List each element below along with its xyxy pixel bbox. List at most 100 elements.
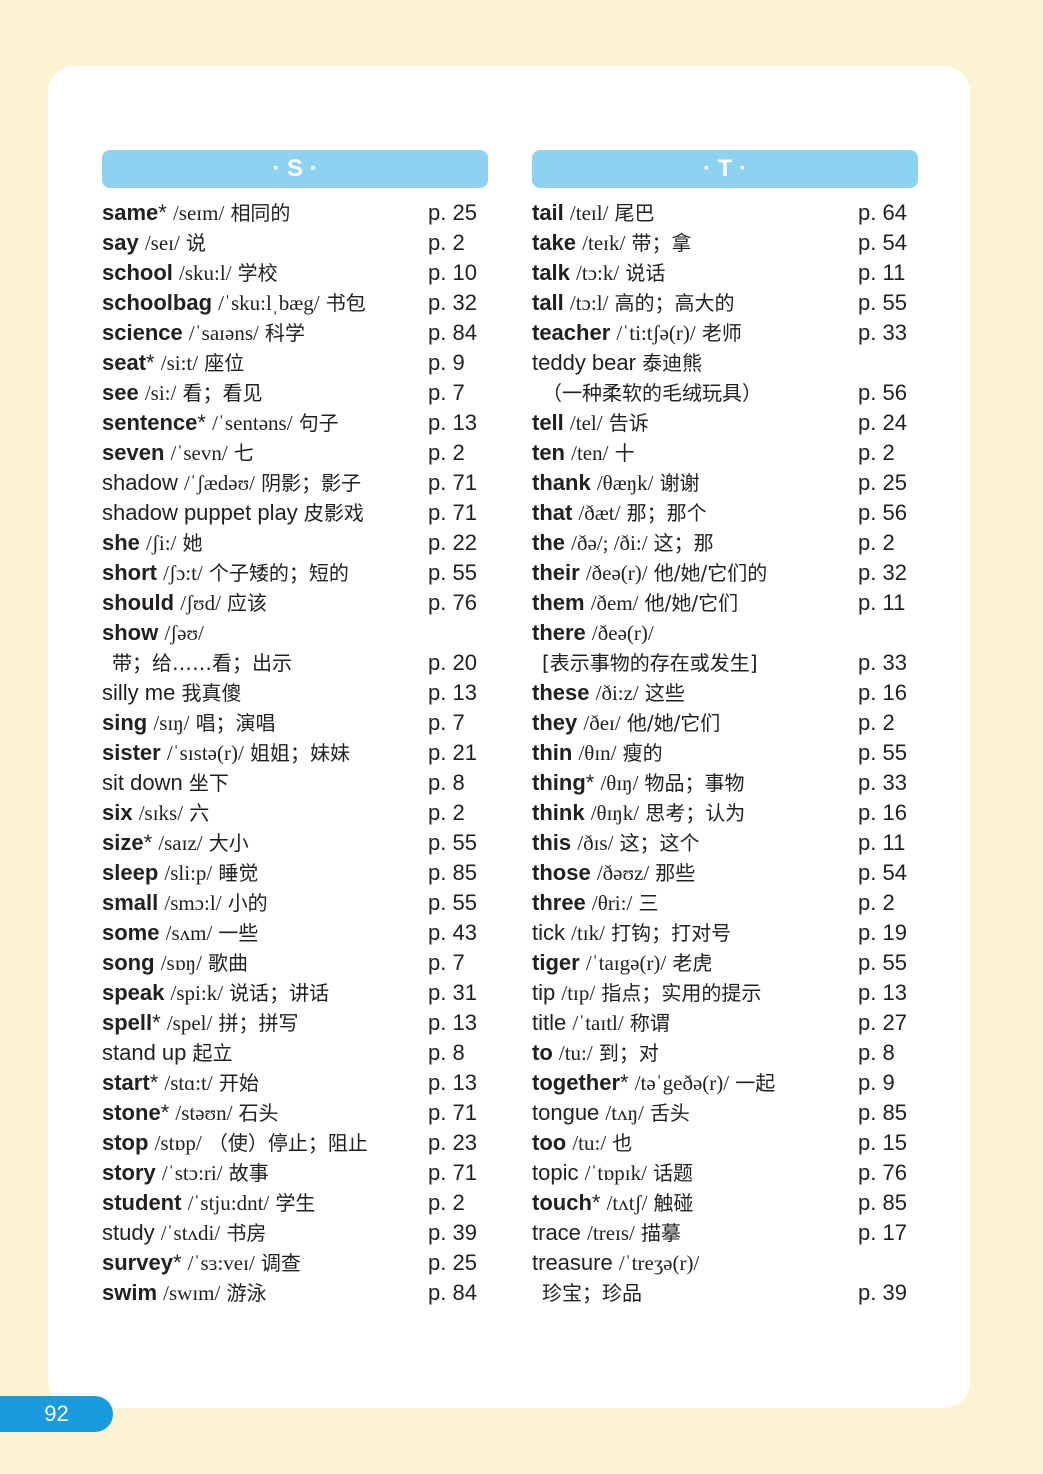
entry-meaning: 皮影戏	[303, 501, 364, 525]
entry-page: p. 33	[858, 650, 907, 675]
entry-word: shadow puppet play	[102, 500, 298, 525]
entry-meaning: 应该	[227, 591, 268, 615]
glossary-entry: short /ʃɔ:t/ 个子矮的；短的 p. 55	[102, 558, 492, 588]
entry-meaning: 调查	[260, 1251, 301, 1275]
entry-phonetic: /θri:/	[591, 891, 633, 915]
entry-phonetic: /ðæt/	[578, 501, 621, 525]
glossary-entry: tip /tɪp/ 指点；实用的提示 p. 13	[532, 978, 922, 1008]
glossary-entry: together* /təˈgeðə(r)/ 一起 p. 9	[532, 1068, 922, 1098]
entry-page: p. 7	[428, 380, 465, 405]
glossary-entry: tell /tel/ 告诉 p. 24	[532, 408, 922, 438]
entry-word: speak	[102, 980, 165, 1005]
entry-word: school	[102, 260, 173, 285]
entry-word: tiger	[532, 950, 580, 975]
entry-word: silly me	[102, 680, 176, 705]
entry-phonetic: /saɪz/	[158, 831, 203, 855]
entry-meaning: 老虎	[672, 951, 713, 975]
entry-page: p. 9	[428, 350, 465, 375]
entry-meaning: 珍宝；珍品	[542, 1281, 642, 1305]
entry-word: schoolbag	[102, 290, 213, 315]
entry-phonetic: /θæŋk/	[596, 471, 654, 495]
entry-word: stone	[102, 1100, 161, 1125]
entry-page: p. 2	[428, 230, 465, 255]
glossary-entry: tick /tɪk/ 打钩；打对号 p. 19	[532, 918, 922, 948]
glossary-entry: shadow /ˈʃædəʊ/ 阴影；影子 p. 71	[102, 468, 492, 498]
glossary-entry-continued: 带；给……看；出示 p. 20	[102, 648, 492, 678]
page-card	[48, 66, 970, 1408]
entry-word: thin	[532, 740, 573, 765]
glossary-entry: seven /ˈsevn/ 七 p. 2	[102, 438, 492, 468]
entry-meaning: 话题	[653, 1161, 694, 1185]
entry-word: science	[102, 320, 183, 345]
entry-word: three	[532, 890, 586, 915]
glossary-entry: treasure /ˈtreʒə(r)/	[532, 1248, 922, 1278]
glossary-entry: school /sku:l/ 学校 p. 10	[102, 258, 492, 288]
entry-phonetic: /stɒp/	[154, 1131, 202, 1155]
glossary-entry: sleep /sli:p/ 睡觉 p. 85	[102, 858, 492, 888]
glossary-entry: stone* /stəʊn/ 石头 p. 71	[102, 1098, 492, 1128]
entry-meaning: 拼；拼写	[218, 1011, 299, 1035]
glossary-entry: too /tu:/ 也 p. 15	[532, 1128, 922, 1158]
entry-word: should	[102, 590, 175, 615]
entry-page: p. 32	[428, 290, 477, 315]
entry-meaning: 这；这个	[619, 831, 700, 855]
entry-meaning: 那些	[655, 861, 696, 885]
entry-phonetic: /ˈstju:dnt/	[187, 1191, 270, 1215]
entry-page: p. 2	[428, 440, 465, 465]
entry-phonetic: /ˈsaɪəns/	[188, 321, 259, 345]
entry-word: they	[532, 710, 578, 735]
entry-page: p. 76	[428, 590, 477, 615]
entry-phonetic: /θɪn/	[578, 741, 617, 765]
entry-meaning: 坐下	[188, 771, 229, 795]
entry-phonetic: /ˈsɜ:veɪ/	[187, 1251, 255, 1275]
entry-phonetic: /smɔ:l/	[164, 891, 222, 915]
entry-page: p. 33	[858, 320, 907, 345]
entry-phonetic: /ʃəʊ/	[164, 621, 204, 645]
entry-word: sing	[102, 710, 148, 735]
entry-page: p. 13	[428, 410, 477, 435]
entry-phonetic: /ði:z/	[595, 681, 639, 705]
glossary-entry: teddy bear 泰迪熊	[532, 348, 922, 378]
glossary-entry: that /ðæt/ 那；那个 p. 56	[532, 498, 922, 528]
entry-star: *	[172, 1250, 182, 1275]
entry-page: p. 16	[858, 800, 907, 825]
entry-star: *	[143, 830, 153, 855]
glossary-entry: thing* /θɪŋ/ 物品；事物 p. 33	[532, 768, 922, 798]
entry-meaning: 泰迪熊	[642, 351, 703, 375]
glossary-entry: these /ði:z/ 这些 p. 16	[532, 678, 922, 708]
entry-word: too	[532, 1130, 567, 1155]
entry-phonetic: /ðə/; /ði:/	[571, 531, 648, 555]
entry-page: p. 10	[428, 260, 477, 285]
entry-word: small	[102, 890, 159, 915]
section-s: · S · same* /seɪm/ 相同的 p. 25 say /seɪ/ 说 p.…	[102, 150, 492, 1308]
entry-meaning: 相同的	[230, 201, 291, 225]
entry-meaning: 座位	[204, 351, 245, 375]
entry-word: touch	[532, 1190, 592, 1215]
entry-page: p. 13	[428, 680, 477, 705]
glossary-entry: she /ʃi:/ 她 p. 22	[102, 528, 492, 558]
glossary-entry: title /ˈtaɪtl/ 称谓 p. 27	[532, 1008, 922, 1038]
entry-word: seat	[102, 350, 147, 375]
glossary-entry: science /ˈsaɪəns/ 科学 p. 84	[102, 318, 492, 348]
entry-phonetic: /tɪp/	[561, 981, 596, 1005]
entry-word: six	[102, 800, 133, 825]
glossary-entry: same* /seɪm/ 相同的 p. 25	[102, 198, 492, 228]
entry-page: p. 71	[428, 470, 477, 495]
glossary-entry: sentence* /ˈsentəns/ 句子 p. 13	[102, 408, 492, 438]
entry-phonetic: /sɪŋ/	[153, 711, 190, 735]
entry-meaning: 带；给……看；出示	[112, 651, 292, 675]
entry-page: p. 23	[428, 1130, 477, 1155]
entry-meaning: 触碰	[653, 1191, 694, 1215]
glossary-entry: seat* /si:t/ 座位 p. 9	[102, 348, 492, 378]
entry-meaning: 那；那个	[626, 501, 707, 525]
entry-meaning: 说	[185, 231, 206, 255]
entry-word: treasure	[532, 1250, 613, 1275]
entry-star: *	[585, 770, 595, 795]
entry-page: p. 11	[858, 590, 906, 615]
entry-phonetic: /ˈstɔ:ri/	[161, 1161, 223, 1185]
glossary-entry: talk /tɔ:k/ 说话 p. 11	[532, 258, 922, 288]
glossary-entry: speak /spi:k/ 说话；讲话 p. 31	[102, 978, 492, 1008]
entry-word: tell	[532, 410, 564, 435]
glossary-entry: see /si:/ 看；看见 p. 7	[102, 378, 492, 408]
glossary-entry: those /ðəʊz/ 那些 p. 54	[532, 858, 922, 888]
